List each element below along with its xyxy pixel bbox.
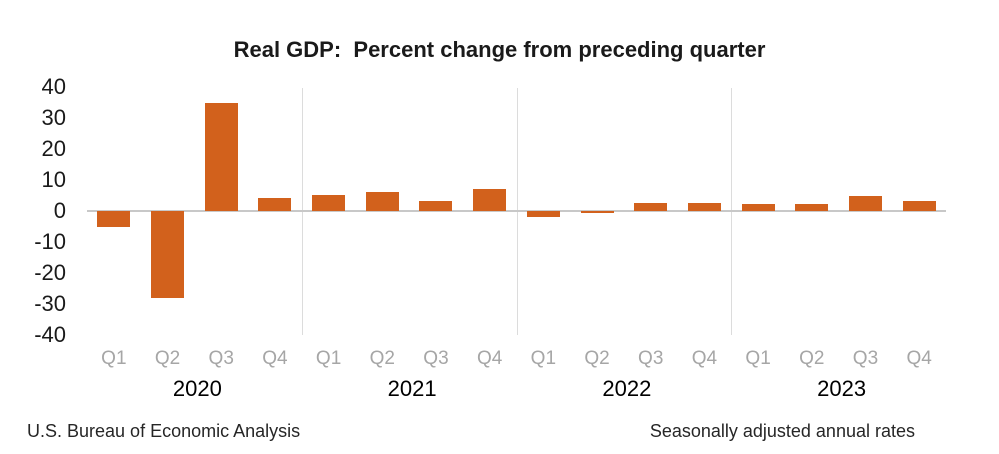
quarter-label: Q1 xyxy=(315,348,342,369)
gdp-bar-2023-Q1 xyxy=(741,204,775,211)
quarter-label: Q1 xyxy=(101,348,127,369)
quarter-label: Q2 xyxy=(369,348,395,369)
chart-title: Real GDP: Percent change from preceding … xyxy=(233,37,766,62)
quarter-label: Q3 xyxy=(423,348,449,369)
y-axis-tick-label: 0 xyxy=(53,198,66,223)
gdp-bar-2021-Q3 xyxy=(419,200,453,211)
year-label-2021: 2021 xyxy=(387,376,437,401)
y-axis-tick-label: -10 xyxy=(34,229,66,254)
y-axis-tick-label: 10 xyxy=(41,167,66,192)
zero-baseline xyxy=(87,210,946,212)
year-label-2020: 2020 xyxy=(172,376,222,401)
adjustment-note: Seasonally adjusted annual rates xyxy=(649,421,915,441)
gdp-bar-2020-Q2 xyxy=(151,211,185,298)
y-axis-tick-label: 30 xyxy=(41,105,66,130)
gdp-bar-2023-Q2 xyxy=(795,204,829,211)
gdp-bar-2020-Q1 xyxy=(97,211,131,228)
y-axis-tick-label: 20 xyxy=(41,136,66,161)
gdp-bar-2021-Q4 xyxy=(473,189,507,211)
gdp-bar-2021-Q2 xyxy=(365,191,399,211)
quarter-label: Q4 xyxy=(262,348,288,369)
y-axis-tick-label: -20 xyxy=(34,260,66,285)
gdp-bar-2022-Q3 xyxy=(634,202,668,211)
quarter-label: Q4 xyxy=(906,348,932,369)
y-axis-tick-label: -30 xyxy=(34,291,66,316)
gdp-bar-2022-Q4 xyxy=(687,202,721,211)
quarter-label: Q2 xyxy=(799,348,825,369)
quarter-label: Q3 xyxy=(208,348,234,369)
gdp-bar-2022-Q1 xyxy=(526,211,560,218)
gdp-bar-2020-Q4 xyxy=(258,197,292,211)
y-axis-tick-label: 40 xyxy=(41,74,66,99)
source-note: U.S. Bureau of Economic Analysis xyxy=(27,421,301,441)
quarter-label: Q4 xyxy=(476,348,503,369)
y-axis-tick-label: -40 xyxy=(34,322,66,347)
gdp-bar-2021-Q1 xyxy=(312,194,346,211)
gdp-bar-2020-Q3 xyxy=(204,103,238,211)
quarter-label: Q2 xyxy=(584,348,610,369)
gdp-bar-2023-Q4 xyxy=(902,200,936,211)
quarter-label: Q2 xyxy=(154,348,181,369)
quarter-label: Q1 xyxy=(745,348,771,369)
year-label-2022: 2022 xyxy=(602,376,652,401)
quarter-label: Q1 xyxy=(530,348,557,369)
quarter-label: Q3 xyxy=(638,348,664,369)
quarter-label: Q4 xyxy=(691,348,718,369)
gdp-bar-2022-Q2 xyxy=(580,211,614,213)
quarter-label: Q3 xyxy=(852,348,879,369)
year-label-2023: 2023 xyxy=(817,376,867,401)
gdp-bar-2023-Q3 xyxy=(848,195,882,211)
